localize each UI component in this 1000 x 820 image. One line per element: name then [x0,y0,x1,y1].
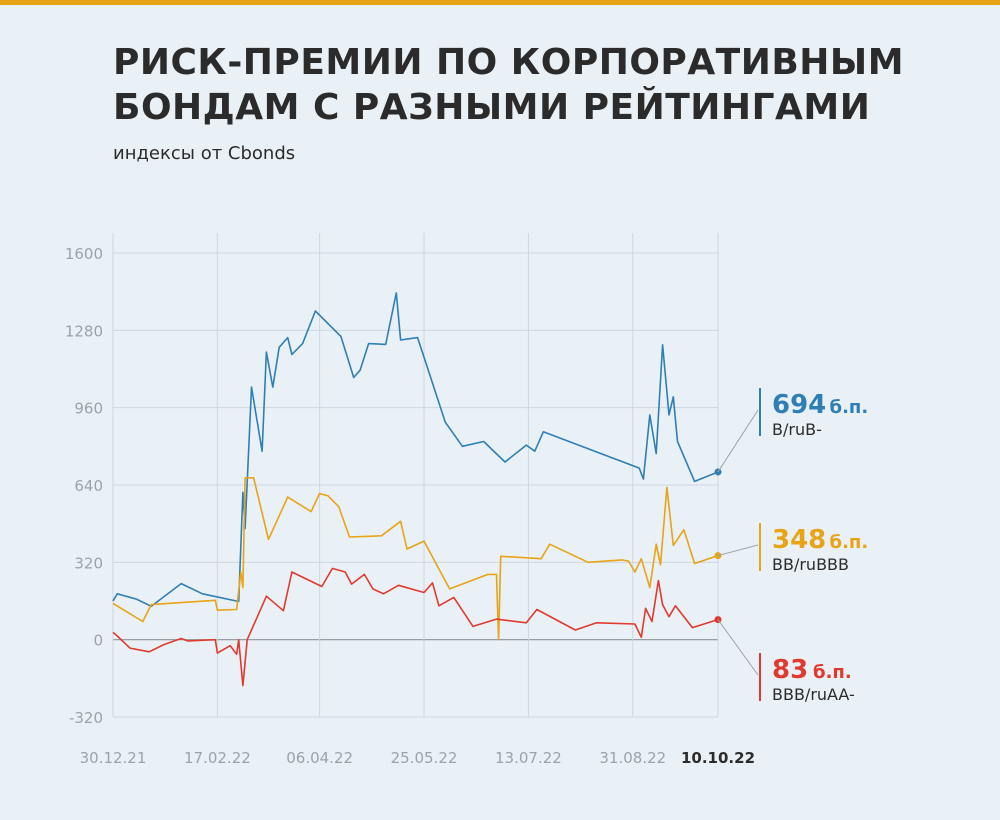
chart-subtitle: индексы от Cbonds [113,143,296,164]
series-end-unit: б.п. [830,532,869,553]
series-end-unit: б.п. [813,662,852,683]
y-tick-label: 1280 [65,322,103,340]
series-name-label: BBB/ruAA- [772,685,855,704]
series-end-value: 348 [772,525,826,555]
leader-line-blue [717,409,759,473]
series-end-value: 83 [772,655,808,685]
x-tick-label: 06.04.22 [286,749,353,767]
x-tick-label: 17.02.22 [184,749,251,767]
x-tick-label: 25.05.22 [391,749,458,767]
chart-title-line-2: БОНДАМ С РАЗНЫМИ РЕЙТИНГАМИ [113,87,871,128]
series-name-label: BB/ruBBB [772,555,849,574]
y-tick-label: 0 [93,632,103,650]
y-tick-label: 1600 [65,245,103,263]
leader-line-red [717,619,759,676]
y-tick-label: 640 [74,477,103,495]
series-end-value: 694 [772,390,826,420]
y-tick-label: 320 [74,554,103,572]
series-name-label: B/ruB- [772,420,822,439]
chart-title-line-1: РИСК-ПРЕМИИ ПО КОРПОРАТИВНЫМ [113,42,905,83]
top-accent-bar [0,0,1000,5]
chart-title: РИСК-ПРЕМИИ ПО КОРПОРАТИВНЫМ БОНДАМ С РА… [113,40,973,130]
x-tick-label: 31.08.22 [599,749,666,767]
series-end-unit: б.п. [830,397,869,418]
series-line-red [112,567,719,687]
series-line-yellow [112,476,719,641]
x-tick-label: 10.10.22 [681,749,755,767]
series-line-blue [112,292,719,608]
x-tick-label: 13.07.22 [495,749,562,767]
y-tick-label: -320 [69,709,103,727]
x-tick-label: 30.12.21 [80,749,147,767]
y-tick-label: 960 [74,400,103,418]
leader-line-yellow [717,544,759,557]
